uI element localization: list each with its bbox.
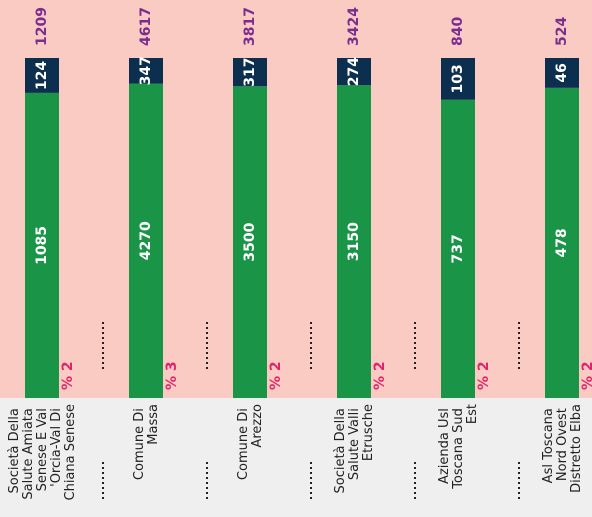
segment-label: 274 [346,57,362,86]
total-label: 3817 [242,7,258,46]
segment-label: 103 [450,64,466,93]
bar-segment [129,83,163,398]
percent-label: % 2 [372,361,388,390]
bar-segment [233,86,267,399]
bar-segment [545,87,579,399]
plot-background [0,0,592,398]
bar-segment [441,99,475,398]
bar-segment [129,58,163,84]
bar-segment [25,92,59,398]
bar-segment [545,58,579,88]
total-label: 3424 [346,7,362,46]
segment-label: 347 [138,56,154,85]
total-label: 840 [450,17,466,46]
segment-label: 317 [242,58,258,87]
total-label: 524 [554,17,570,46]
segment-label: 737 [450,234,466,263]
percent-label: % 2 [268,361,284,390]
total-label: 1209 [34,7,50,46]
bar-segment [441,58,475,100]
category-label: Società Della Salute Amiata Senese E Val… [7,404,78,501]
category-label: Società Della Salute Valli Etrusche [333,404,376,494]
label-background [0,398,592,517]
percent-label: % 2 [580,361,592,390]
percent-label: % 2 [60,361,76,390]
segment-label: 124 [34,61,50,90]
bar-segment [337,58,371,86]
bar-segment [25,58,59,93]
percent-label: % 3 [164,361,180,390]
category-label: Asl Toscana Nord Ovest Distretto Elba [541,404,584,493]
segment-label: 46 [554,63,570,82]
bar-segment [233,58,267,87]
bar-segment [337,85,371,398]
segment-label: 478 [554,228,570,257]
category-label: Comune Di Massa [132,404,161,480]
segment-label: 3150 [346,222,362,261]
segment-label: 3500 [242,222,258,261]
total-label: 4617 [138,7,154,46]
category-label: Azienda Usl Toscana Sud Est [437,404,480,490]
segment-label: 1085 [34,226,50,265]
percent-label: % 2 [476,361,492,390]
segment-label: 4270 [138,221,154,260]
category-label: Comune Di Arezzo [236,404,265,480]
